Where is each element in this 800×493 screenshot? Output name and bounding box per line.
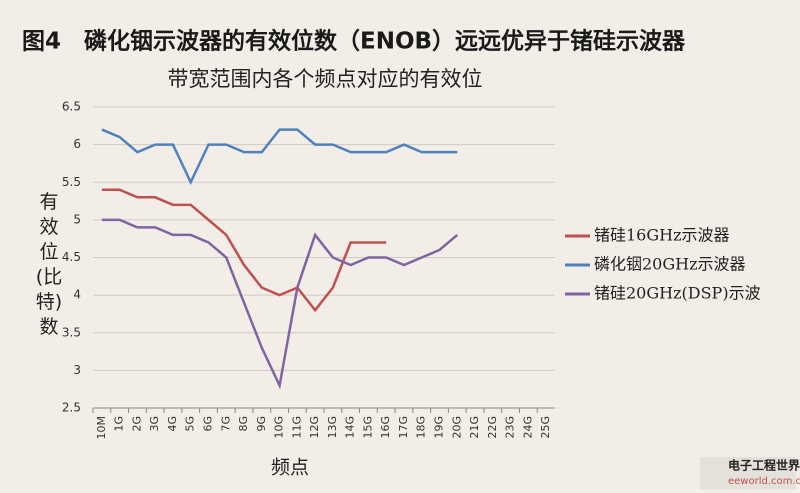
series-line (101, 188, 387, 313)
y-tick-label: 6 (73, 137, 81, 151)
x-tick-label: 19G (433, 416, 446, 439)
x-tick-label: 21G (468, 416, 481, 439)
logo-box (700, 457, 796, 489)
x-axis-title: 频点 (271, 457, 309, 479)
x-tick-label: 20G (450, 416, 463, 439)
x-tick-label: 4G (166, 416, 179, 432)
y-tick-label: 3.5 (62, 325, 81, 339)
x-tick-label: 2G (130, 416, 143, 432)
y-tick-label: 4 (73, 288, 81, 302)
x-tick-label: 6G (202, 416, 215, 432)
legend-label: 磷化铟20GHz示波器 (594, 255, 746, 274)
x-tick-label: 10M (95, 416, 108, 440)
x-tick-label: 11G (290, 416, 303, 439)
x-tick-label: 25G (539, 416, 552, 439)
y-tick-label: 6.5 (62, 100, 81, 114)
x-tick-label: 22G (486, 416, 499, 439)
x-tick-label: 10G (273, 416, 286, 439)
series-line (101, 128, 458, 186)
watermark-url: eeworld.com.cn (728, 476, 800, 487)
y-tick-label: 4.5 (62, 250, 81, 264)
watermark: 电子工程世界 (728, 458, 800, 473)
x-tick-label: 1G (113, 416, 126, 432)
x-tick-label: 9G (255, 416, 268, 432)
y-tick-label: 5 (73, 212, 81, 226)
x-tick-label: 12G (308, 416, 321, 439)
x-tick-label: 24G (521, 416, 534, 439)
series-line (101, 218, 459, 390)
x-tick-label: 7G (219, 416, 232, 432)
legend-label: 锗硅16GHz示波器 (594, 226, 730, 245)
legend-label: 锗硅20GHz(DSP)示波 (594, 284, 761, 303)
x-tick-label: 16G (379, 416, 392, 439)
y-axis-title: 有效位(比特)数 (35, 191, 63, 338)
x-tick-label: 3G (148, 416, 161, 432)
x-tick-label: 14G (344, 416, 357, 439)
x-tick-label: 15G (361, 416, 374, 439)
x-tick-label: 17G (397, 416, 410, 439)
y-tick-label: 5.5 (62, 175, 81, 189)
y-tick-label: 3 (73, 363, 81, 377)
x-tick-label: 5G (184, 416, 197, 432)
y-tick-label: 2.5 (62, 401, 81, 415)
x-tick-label: 18G (415, 416, 428, 439)
x-tick-label: 8G (237, 416, 250, 432)
x-tick-label: 23G (504, 416, 517, 439)
figure-title: 图4 磷化铟示波器的有效位数（ENOB）远远优异于锗硅示波器 (22, 28, 686, 55)
x-tick-label: 13G (326, 416, 339, 439)
chart-title: 带宽范围内各个频点对应的有效位 (168, 67, 483, 91)
